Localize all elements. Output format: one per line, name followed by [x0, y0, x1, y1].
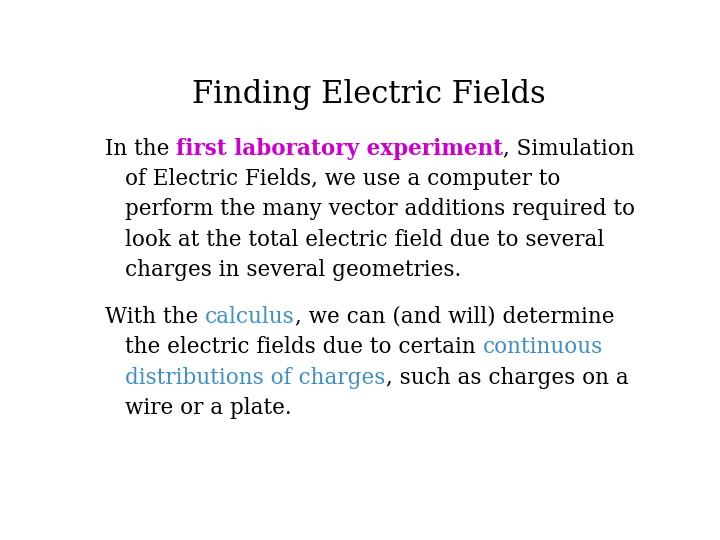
Text: Finding Electric Fields: Finding Electric Fields	[192, 79, 546, 110]
Text: distributions of charges: distributions of charges	[125, 367, 385, 389]
Text: , Simulation: , Simulation	[503, 138, 635, 159]
Text: look at the total electric field due to several: look at the total electric field due to …	[125, 228, 604, 251]
Text: first laboratory experiment: first laboratory experiment	[176, 138, 503, 159]
Text: In the: In the	[105, 138, 176, 159]
Text: perform the many vector additions required to: perform the many vector additions requir…	[125, 198, 635, 220]
Text: wire or a plate.: wire or a plate.	[125, 397, 292, 419]
Text: charges in several geometries.: charges in several geometries.	[125, 259, 462, 281]
Text: of Electric Fields, we use a computer to: of Electric Fields, we use a computer to	[125, 168, 561, 190]
Text: With the: With the	[105, 306, 205, 328]
Text: continuous: continuous	[483, 336, 603, 359]
Text: , such as charges on a: , such as charges on a	[385, 367, 629, 389]
Text: the electric fields due to certain: the electric fields due to certain	[125, 336, 483, 359]
Text: , we can (and will) determine: , we can (and will) determine	[295, 306, 614, 328]
Text: calculus: calculus	[205, 306, 295, 328]
